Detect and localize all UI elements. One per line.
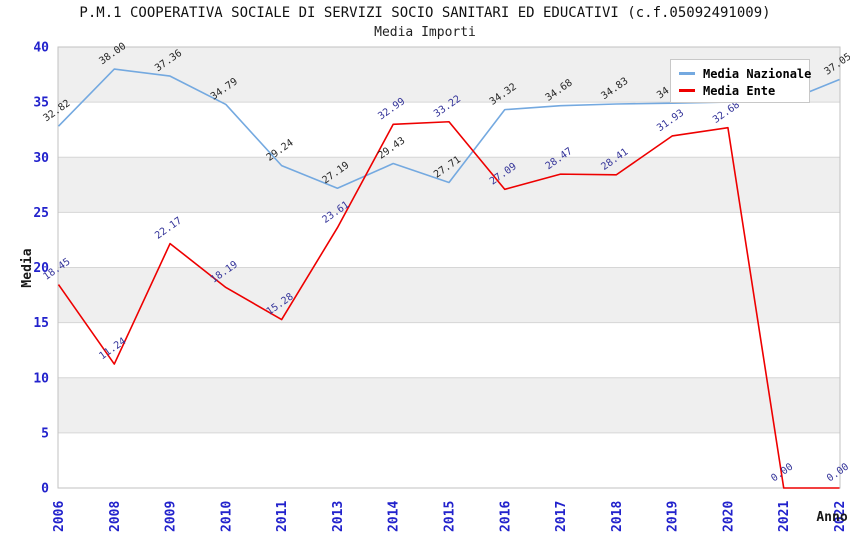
legend-label-media-ente: Media Ente (703, 83, 776, 98)
chart-title: P.M.1 COOPERATIVA SOCIALE DI SERVIZI SOC… (79, 5, 771, 21)
x-tick-label: 2008 (108, 501, 123, 532)
plot-band (58, 432, 840, 488)
x-tick-label: 2006 (52, 501, 67, 532)
x-tick-label: 2013 (331, 501, 346, 532)
x-tick-label: 2018 (610, 501, 625, 532)
x-axis-tick-labels: 2006 2008 2009 2010 2011 2013 2014 2015 2016 2017… (52, 501, 848, 532)
y-tick-label: 20 (33, 261, 49, 276)
x-tick-label: 2009 (164, 501, 179, 532)
y-axis-title: Media (20, 248, 35, 287)
plot-border-rect (57, 46, 841, 489)
legend-item-media-ente: Media Ente (679, 82, 801, 99)
legend-label-media-nazionale: Media Nazionale (703, 66, 812, 81)
x-tick-label: 2021 (777, 501, 792, 532)
x-tick-label: 2015 (443, 501, 458, 532)
plot-band (58, 322, 840, 378)
legend-item-media-nazionale: Media Nazionale (679, 65, 811, 82)
x-tick-label: 2010 (219, 501, 234, 532)
series-line-media-ente (57, 120, 840, 489)
x-tick-label: 2020 (721, 501, 736, 532)
y-axis-tick-labels: 0 5 10 15 20 25 30 35 40 (33, 41, 49, 497)
legend-line-swatch-ente (679, 89, 695, 92)
plot-band (58, 157, 840, 213)
plot-bands (58, 47, 840, 488)
plot-band (58, 377, 840, 433)
x-tick-label: 2014 (387, 501, 402, 532)
y-tick-label: 0 (41, 482, 49, 497)
plot-band (58, 267, 840, 323)
x-tick-label: 2019 (666, 501, 681, 532)
gridlines (58, 46, 840, 489)
x-tick-label: 2017 (554, 501, 569, 532)
y-tick-label: 10 (33, 371, 49, 386)
y-tick-label: 30 (33, 151, 49, 166)
plot-border (57, 46, 841, 489)
x-tick-label: 2011 (275, 501, 290, 532)
y-tick-label: 15 (33, 316, 49, 331)
y-tick-label: 40 (33, 41, 49, 56)
y-tick-label: 5 (41, 426, 49, 441)
x-tick-label: 2016 (498, 501, 513, 532)
x-tick-label: 2022 (833, 501, 848, 532)
y-tick-label: 35 (33, 96, 49, 111)
chart-subtitle: Media Importi (374, 25, 476, 40)
legend: Media Nazionale Media Ente (670, 59, 811, 103)
x-axis-title: Anno (816, 510, 847, 525)
y-tick-label: 25 (33, 206, 49, 221)
legend-line-swatch-nazionale (679, 72, 695, 75)
